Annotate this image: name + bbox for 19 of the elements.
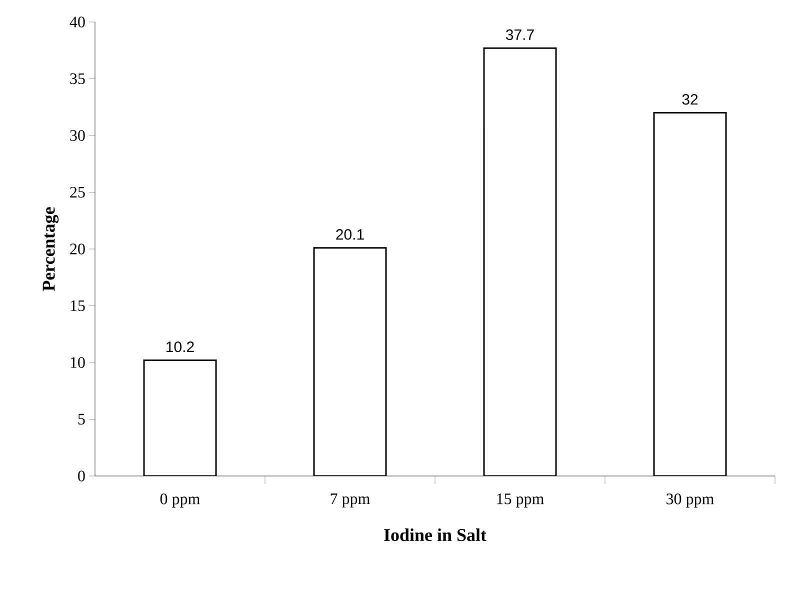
x-tick-label: 30 ppm bbox=[666, 494, 714, 508]
x-tick-label: 0 ppm bbox=[160, 494, 200, 508]
y-tick-label: 15 bbox=[70, 300, 85, 312]
x-tick-label: 7 ppm bbox=[330, 494, 370, 508]
data-label: 20.1 bbox=[336, 229, 364, 240]
y-tick-label: 0 bbox=[78, 470, 85, 482]
y-tick-label: 40 bbox=[70, 16, 85, 28]
data-label: 37.7 bbox=[506, 29, 534, 40]
y-tick-label: 10 bbox=[70, 357, 85, 368]
y-tick-label: 35 bbox=[70, 73, 85, 84]
data-label: 10.2 bbox=[166, 342, 194, 352]
y-axis-title: Percentage bbox=[42, 207, 59, 291]
y-tick-label: 25 bbox=[70, 186, 85, 198]
x-axis-title: Iodine in Salt bbox=[384, 528, 486, 542]
y-tick-label: 5 bbox=[78, 414, 85, 425]
data-label: 32 bbox=[682, 94, 698, 105]
y-tick-label: 30 bbox=[70, 130, 85, 141]
y-tick-label: 20 bbox=[70, 244, 85, 254]
x-tick-label: 15 ppm bbox=[497, 494, 544, 508]
